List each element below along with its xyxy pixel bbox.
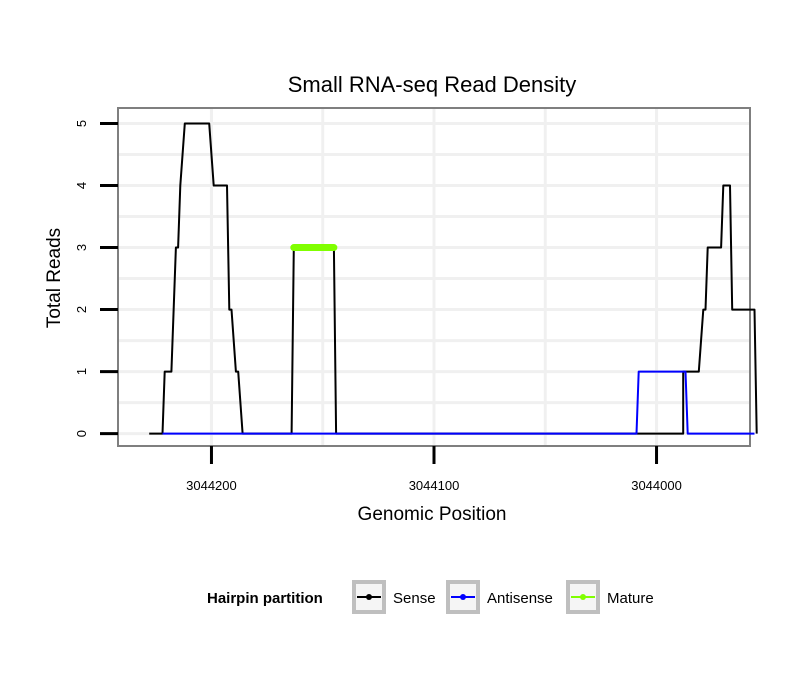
y-tick-label: 5 [74, 120, 89, 127]
y-tick-label: 2 [74, 306, 89, 313]
x-tick-label: 3044000 [631, 478, 682, 493]
legend-title: Hairpin partition [207, 590, 323, 607]
y-axis-label: Total Reads [44, 228, 65, 328]
x-tick-label: 3044100 [409, 478, 460, 493]
x-axis-label: Genomic Position [358, 504, 507, 525]
legend-item-mature: Mature [566, 580, 654, 614]
axis-layer: 0 1 2 3 4 5 3044200 3044100 3044000 [74, 120, 682, 493]
series-point-mature [290, 244, 298, 252]
y-tick-label: 0 [74, 430, 89, 437]
legend-label-mature: Mature [607, 590, 654, 607]
chart-title: Small RNA-seq Read Density [288, 72, 577, 97]
legend-item-antisense: Antisense [446, 580, 553, 614]
series-line-antisense [162, 370, 755, 435]
legend-label-sense: Sense [393, 590, 436, 607]
y-tick-label: 1 [74, 368, 89, 375]
legend-point-sense [366, 594, 372, 600]
series-layer [149, 122, 758, 435]
legend-point-mature [580, 594, 586, 600]
legend: Hairpin partition Sense Antisense Mature [207, 580, 654, 614]
legend-item-sense: Sense [352, 580, 436, 614]
series-point-mature [330, 244, 338, 252]
legend-point-antisense [460, 594, 466, 600]
y-tick-label: 4 [74, 182, 89, 189]
legend-label-antisense: Antisense [487, 590, 553, 607]
grid [118, 108, 750, 446]
x-tick-label: 3044200 [186, 478, 237, 493]
y-tick-label: 3 [74, 244, 89, 251]
